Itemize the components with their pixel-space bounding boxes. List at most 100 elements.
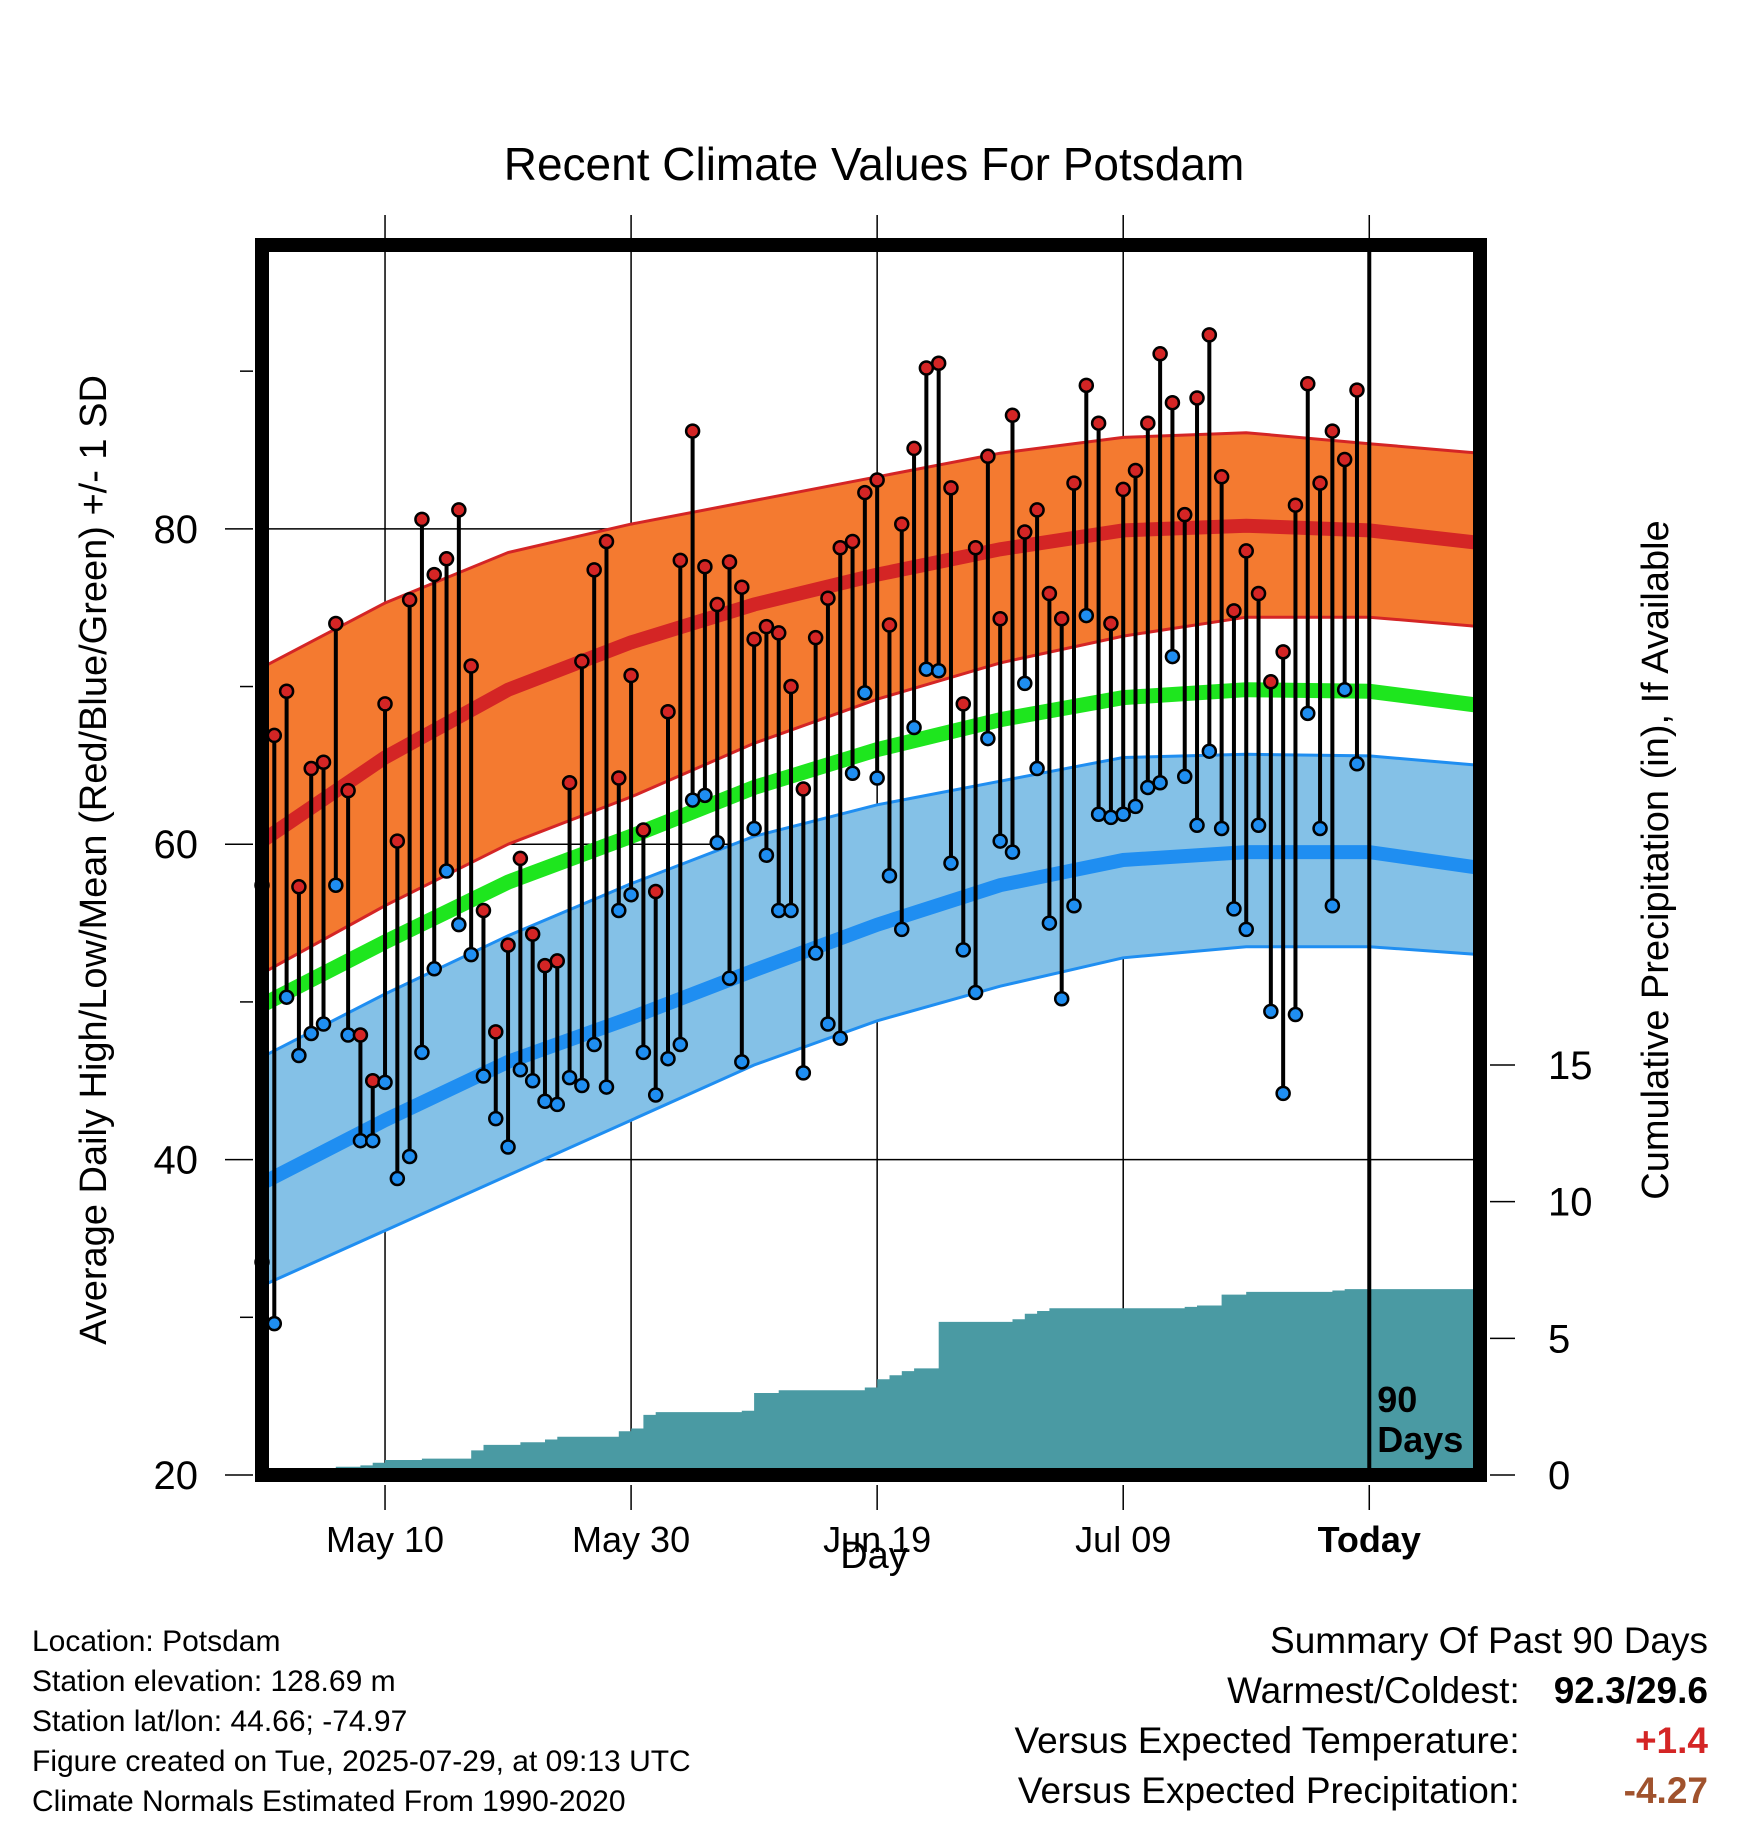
y2-tick-label: 10 <box>1548 1181 1593 1225</box>
daily-low-point <box>549 1096 566 1113</box>
daily-low-point <box>1115 806 1131 823</box>
daily-low-point <box>291 1047 307 1064</box>
daily-high-point <box>1140 415 1156 431</box>
daily-low-point <box>1041 915 1058 931</box>
daily-high-point <box>500 937 516 953</box>
x-axis-title: Day <box>840 1535 908 1577</box>
daily-high-point <box>807 629 824 646</box>
daily-low-point <box>1324 897 1341 914</box>
daily-low-point <box>352 1132 369 1149</box>
daily-low-point <box>820 1016 836 1032</box>
daily-low-point <box>1238 921 1254 938</box>
daily-high-point <box>1189 390 1205 406</box>
daily-low-point <box>623 886 639 903</box>
daily-high-point <box>1152 346 1168 362</box>
daily-high-point <box>660 704 676 720</box>
daily-high-point <box>881 617 898 633</box>
daily-low-point <box>635 1044 652 1061</box>
daily-low-point <box>795 1065 812 1081</box>
daily-low-point <box>758 847 775 864</box>
precip-cumulative-area <box>262 1289 1480 1475</box>
daily-low-point <box>537 1093 553 1110</box>
daily-high-point <box>1349 382 1365 398</box>
daily-low-point <box>401 1148 418 1165</box>
daily-high-point <box>758 618 775 635</box>
daily-marks <box>254 327 1365 1332</box>
plot-border <box>255 238 1487 1482</box>
daily-low-point <box>475 1068 492 1084</box>
daily-high-point <box>1164 394 1181 411</box>
daily-high-point <box>364 1073 381 1089</box>
daily-high-point <box>623 667 639 684</box>
daily-high-point <box>414 511 430 528</box>
daily-low-point <box>1066 897 1082 914</box>
daily-high-point <box>315 754 332 770</box>
summary-heading: Summary Of Past 90 Days <box>1270 1620 1708 1661</box>
daily-high-point <box>1017 524 1033 540</box>
daily-high-point <box>906 440 922 457</box>
daily-high-point <box>943 480 959 496</box>
location-text: Location: Potsdam <box>32 1625 281 1658</box>
daily-low-point <box>1140 779 1156 796</box>
daily-high-point <box>869 472 885 488</box>
daily-high-point <box>1263 674 1279 690</box>
daily-high-point <box>734 579 750 595</box>
daily-low-point <box>770 902 787 919</box>
daily-low-point <box>463 946 479 963</box>
elevation-text: Station elevation: 128.69 m <box>32 1665 396 1698</box>
daily-high-point <box>795 781 812 797</box>
daily-low-point <box>746 820 762 837</box>
daily-high-point <box>1041 585 1058 602</box>
daily-high-point <box>1004 407 1021 424</box>
daily-high-point <box>1275 644 1291 660</box>
daily-high-point <box>1324 423 1341 439</box>
daily-low-point <box>1103 809 1119 826</box>
daily-low-point <box>451 916 467 933</box>
daily-low-point <box>598 1079 615 1095</box>
daily-high-point <box>980 448 996 465</box>
temp-anomaly-value: +1.4 <box>1634 1720 1708 1761</box>
daily-low-point <box>328 877 344 893</box>
daily-high-point <box>647 883 664 900</box>
temp-anomaly-label: Versus Expected Temperature: <box>1014 1720 1520 1761</box>
daily-high-point <box>586 562 602 578</box>
daily-high-point <box>1250 585 1267 602</box>
daily-high-point <box>1312 475 1328 491</box>
y2-axis-title: Cumulative Precipitation (in), If Availa… <box>1635 520 1677 1199</box>
daily-high-point <box>463 658 479 674</box>
daily-low-point <box>1287 1006 1304 1023</box>
x-tick-label: May 30 <box>572 1519 690 1560</box>
daily-low-point <box>303 1025 319 1042</box>
daily-low-point <box>1226 901 1242 917</box>
daily-low-point <box>1250 817 1267 834</box>
daily-low-point <box>1213 820 1230 837</box>
daily-low-point <box>1152 774 1168 791</box>
daily-high-point <box>278 683 295 700</box>
daily-high-point <box>709 596 725 613</box>
y-tick-label: 40 <box>154 1139 199 1183</box>
daily-high-point <box>1115 481 1131 498</box>
daily-high-point <box>820 590 836 606</box>
y-axis-title: Average Daily High/Low/Mean (Red/Blue/Gr… <box>73 375 115 1345</box>
daily-low-point <box>1176 768 1193 785</box>
daily-low-point <box>1017 675 1033 692</box>
today-label-days: Days <box>1377 1419 1463 1460</box>
daily-high-point <box>266 727 283 744</box>
daily-high-point <box>746 631 762 647</box>
daily-low-point <box>278 989 295 1005</box>
daily-high-point <box>1090 415 1107 431</box>
daily-low-point <box>857 685 873 701</box>
daily-low-point <box>315 1016 332 1032</box>
daily-high-point <box>1287 497 1304 513</box>
y2-tick-label: 0 <box>1548 1454 1570 1498</box>
daily-low-point <box>574 1077 590 1094</box>
daily-high-point <box>930 355 947 372</box>
precip-anomaly-value: -4.27 <box>1623 1770 1708 1811</box>
daily-low-point <box>1053 991 1070 1007</box>
daily-low-point <box>340 1027 356 1043</box>
daily-low-point <box>918 661 935 677</box>
daily-high-point <box>1103 615 1119 632</box>
daily-low-point <box>512 1061 529 1078</box>
daily-high-point <box>524 926 541 942</box>
daily-high-point <box>598 533 615 550</box>
